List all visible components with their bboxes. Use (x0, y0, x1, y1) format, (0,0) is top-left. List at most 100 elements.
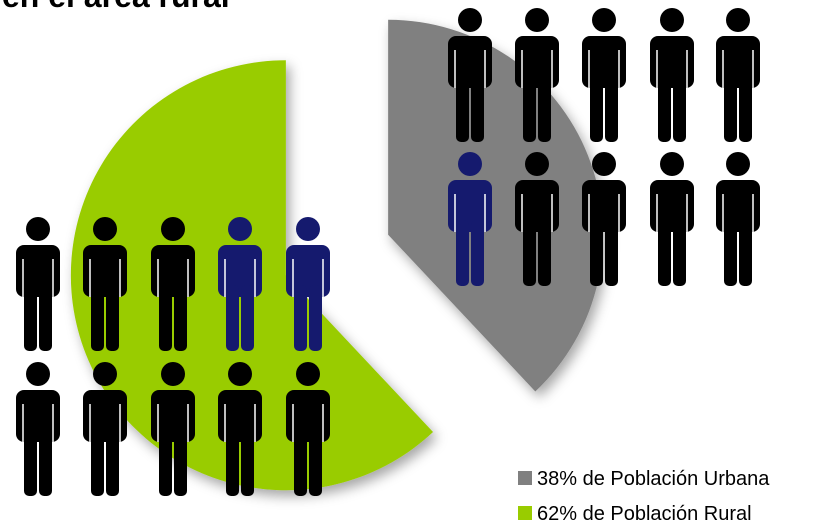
leg (673, 220, 686, 286)
leg (605, 76, 618, 142)
head (726, 8, 750, 32)
head (26, 362, 50, 386)
person-icon (16, 362, 60, 496)
person-icon (582, 152, 626, 286)
leg (241, 285, 254, 351)
leg (590, 76, 603, 142)
person-icon (650, 152, 694, 286)
leg (456, 220, 469, 286)
leg (673, 76, 686, 142)
torso (515, 36, 559, 88)
leg (658, 76, 671, 142)
leg (39, 285, 52, 351)
legend-label: 38% de Población Urbana (537, 468, 770, 490)
person-icon (218, 217, 262, 351)
torso (582, 36, 626, 88)
torso (16, 390, 60, 442)
torso (650, 180, 694, 232)
pie-slice (388, 19, 604, 392)
leg (724, 76, 737, 142)
leg (174, 430, 187, 496)
torso (83, 245, 127, 297)
leg (523, 220, 536, 286)
legend-swatch (518, 471, 532, 485)
head (296, 362, 320, 386)
legend-label: 62% de Población Rural (537, 503, 752, 525)
head (161, 217, 185, 241)
head (525, 152, 549, 176)
person-icon (515, 8, 559, 142)
head (592, 152, 616, 176)
leg (309, 430, 322, 496)
leg (471, 220, 484, 286)
person-icon (286, 217, 330, 351)
leg (590, 220, 603, 286)
head (93, 362, 117, 386)
head (93, 217, 117, 241)
torso (151, 245, 195, 297)
person-icon (716, 8, 760, 142)
leg (241, 430, 254, 496)
people-icons (16, 8, 760, 496)
leg (39, 430, 52, 496)
leg (159, 285, 172, 351)
leg (294, 285, 307, 351)
person-icon (448, 152, 492, 286)
leg (724, 220, 737, 286)
torso (716, 180, 760, 232)
torso (515, 180, 559, 232)
person-icon (16, 217, 60, 351)
leg (538, 76, 551, 142)
person-icon (448, 8, 492, 142)
head (726, 152, 750, 176)
head (660, 152, 684, 176)
head (228, 217, 252, 241)
head (26, 217, 50, 241)
leg (739, 220, 752, 286)
leg (294, 430, 307, 496)
head (458, 8, 482, 32)
leg (456, 76, 469, 142)
torso (650, 36, 694, 88)
torso (286, 390, 330, 442)
leg (174, 285, 187, 351)
leg (106, 430, 119, 496)
leg (226, 430, 239, 496)
leg (91, 430, 104, 496)
leg (24, 285, 37, 351)
torso (83, 390, 127, 442)
person-icon (151, 362, 195, 496)
person-icon (83, 362, 127, 496)
leg (471, 76, 484, 142)
torso (448, 180, 492, 232)
legend: 38% de Población Urbana 62% de Población … (518, 468, 770, 525)
head (228, 362, 252, 386)
head (592, 8, 616, 32)
person-icon (286, 362, 330, 496)
torso (218, 390, 262, 442)
chart-title: en el área rural (2, 0, 230, 14)
leg (91, 285, 104, 351)
person-icon (650, 8, 694, 142)
leg (538, 220, 551, 286)
leg (739, 76, 752, 142)
leg (309, 285, 322, 351)
torso (448, 36, 492, 88)
leg (658, 220, 671, 286)
person-icon (582, 8, 626, 142)
leg (159, 430, 172, 496)
leg (523, 76, 536, 142)
leg (24, 430, 37, 496)
torso (716, 36, 760, 88)
person-icon (716, 152, 760, 286)
person-icon (515, 152, 559, 286)
torso (151, 390, 195, 442)
leg (226, 285, 239, 351)
head (525, 8, 549, 32)
torso (218, 245, 262, 297)
legend-swatch (518, 506, 532, 520)
torso (16, 245, 60, 297)
leg (106, 285, 119, 351)
torso (582, 180, 626, 232)
